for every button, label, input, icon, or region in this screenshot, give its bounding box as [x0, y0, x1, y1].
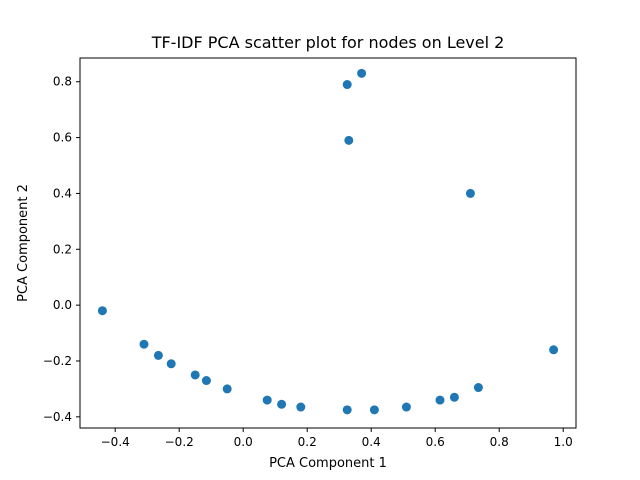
x-tick-label: 1.0: [554, 435, 573, 449]
x-tick-label: −0.4: [101, 435, 130, 449]
scatter-point: [549, 345, 559, 355]
scatter-point: [473, 383, 483, 393]
scatter-point: [296, 402, 306, 412]
x-tick-label: 0.2: [298, 435, 317, 449]
scatter-point: [465, 188, 475, 198]
y-tick-label: 0.2: [53, 242, 72, 256]
scatter-point: [153, 350, 163, 360]
x-tick-label: −0.2: [165, 435, 194, 449]
scatter-point: [262, 395, 272, 405]
scatter-point: [201, 376, 211, 386]
scatter-point: [342, 80, 352, 90]
scatter-point: [342, 405, 352, 415]
axes: −0.4 −0.2 0.0 0.2 0.4 0.6 0.8 1.0 −0.4 −0.2 0.0 0.2…: [43, 75, 573, 449]
y-tick-label: 0.0: [53, 298, 72, 312]
scatter-point: [166, 359, 176, 369]
plot-area: [97, 68, 559, 415]
x-tick-label: 0.8: [490, 435, 509, 449]
scatter-point: [97, 306, 107, 316]
y-axis-label: PCA Component 2: [16, 184, 31, 302]
chart-title: TF-IDF PCA scatter plot for nodes on Lev…: [151, 33, 505, 52]
scatter-point: [401, 402, 411, 412]
y-tick-label: 0.6: [53, 131, 72, 145]
plot-frame: [79, 57, 577, 429]
y-tick-label: −0.4: [43, 410, 72, 424]
x-tick-label: 0.0: [234, 435, 253, 449]
y-tick-label: 0.8: [53, 75, 72, 89]
scatter-point: [449, 392, 459, 402]
x-tick-label: 0.6: [426, 435, 445, 449]
scatter-point: [369, 405, 379, 415]
scatter-point: [435, 395, 445, 405]
scatter-point: [139, 339, 149, 349]
scatter-point: [222, 384, 232, 394]
x-tick-label: 0.4: [362, 435, 381, 449]
scatter-point: [357, 68, 367, 78]
scatter-point: [277, 399, 287, 409]
y-tick-label: 0.4: [53, 186, 72, 200]
x-axis-label: PCA Component 1: [269, 456, 387, 471]
scatter-point: [190, 370, 200, 380]
scatter-point: [344, 135, 354, 145]
y-tick-label: −0.2: [43, 354, 72, 368]
